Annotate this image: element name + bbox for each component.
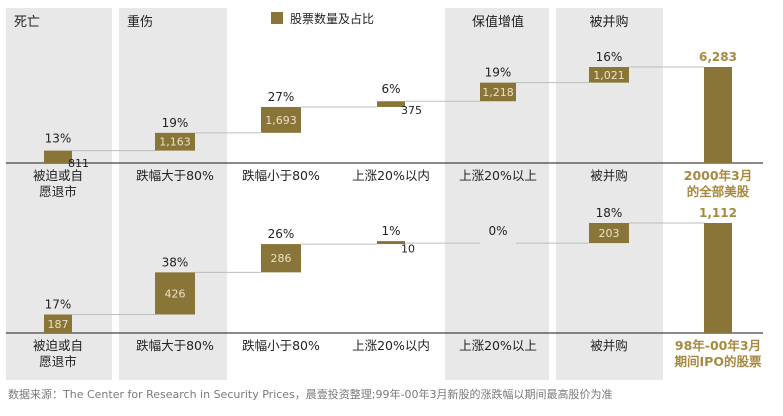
category-label-3-0: 上涨20%以内 — [352, 338, 430, 353]
bar-1 — [155, 272, 195, 315]
bar-5 — [589, 67, 629, 83]
percent-label-4: 0% — [488, 224, 507, 238]
percent-label-1: 38% — [162, 255, 189, 269]
column-header-5: 被并购 — [589, 14, 628, 30]
value-label-6: 1,112 — [699, 206, 737, 220]
value-label-1: 426 — [165, 287, 186, 300]
percent-label-0: 13% — [45, 132, 72, 146]
bar-2 — [261, 106, 301, 133]
total-label-line-0: 98年-00年3月 — [675, 338, 761, 353]
bar-5 — [589, 223, 629, 244]
bar-1 — [155, 132, 195, 151]
value-label-3: 10 — [401, 243, 415, 256]
percent-label-4: 19% — [485, 66, 512, 80]
total-label-line-0: 2000年3月 — [684, 168, 753, 183]
value-label-0: 187 — [48, 318, 69, 331]
legend: 股票数量及占比 — [271, 11, 374, 26]
waterfall-chart-98-00-ipo-stocks: 187 17% 426 38% 286 26% 101% 0% 203 18% 1,112 被迫或自愿… — [6, 206, 763, 369]
bar-2 — [261, 244, 301, 273]
percent-label-3: 1% — [381, 224, 400, 238]
percent-label-0: 17% — [45, 298, 72, 312]
percent-label-2: 26% — [268, 227, 295, 241]
value-label-1: 1,163 — [159, 136, 191, 149]
value-label-0: 811 — [68, 157, 89, 170]
bar-3 — [377, 241, 405, 245]
category-label-1-0: 跌幅大于80% — [136, 168, 214, 183]
value-label-5: 203 — [599, 227, 620, 240]
shaded-band-2 — [445, 8, 549, 380]
source-note: 数据来源：The Center for Research in Security… — [8, 387, 612, 401]
bar-6 — [704, 223, 732, 333]
shaded-band-1 — [119, 8, 227, 380]
column-header-4: 保值增值 — [472, 14, 524, 30]
value-label-2: 286 — [271, 252, 292, 265]
bar-4 — [480, 82, 516, 102]
total-label-line-1: 期间IPO的股票 — [675, 354, 762, 369]
category-label-1-0: 跌幅大于80% — [136, 338, 214, 353]
bar-0 — [44, 150, 72, 163]
column-headers: 死亡 重伤 保值增值 被并购 — [14, 14, 629, 30]
percent-label-1: 19% — [162, 116, 189, 130]
value-label-3: 375 — [401, 104, 422, 117]
column-header-0: 死亡 — [14, 15, 40, 30]
category-label-4-0: 上涨20%以上 — [459, 338, 537, 353]
category-label-0-1: 愿退市 — [39, 354, 77, 369]
category-label-2-0: 跌幅小于80% — [242, 338, 320, 353]
category-label-5-0: 被并购 — [590, 338, 628, 353]
percent-label-5: 16% — [596, 50, 623, 64]
category-label-0-1: 愿退市 — [39, 184, 77, 199]
shaded-column-bands — [6, 8, 663, 380]
percent-label-5: 18% — [596, 206, 623, 220]
category-label-0-0: 被迫或自 — [33, 168, 83, 183]
category-label-5-0: 被并购 — [590, 168, 628, 183]
category-label-0-0: 被迫或自 — [33, 338, 83, 353]
value-label-6: 6,283 — [699, 50, 737, 64]
bar-0 — [44, 314, 72, 333]
bar-6 — [704, 67, 732, 163]
value-label-5: 1,021 — [593, 69, 625, 82]
category-label-3-0: 上涨20%以内 — [352, 168, 430, 183]
bar-3 — [377, 101, 405, 107]
legend-swatch — [271, 12, 283, 24]
percent-label-3: 6% — [381, 82, 400, 96]
column-header-1: 重伤 — [127, 14, 153, 30]
value-label-4: 1,218 — [482, 86, 514, 99]
total-label-line-1: 的全部美股 — [687, 184, 750, 199]
value-label-2: 1,693 — [265, 114, 297, 127]
legend-label: 股票数量及占比 — [290, 11, 374, 26]
category-label-2-0: 跌幅小于80% — [242, 168, 320, 183]
category-label-4-0: 上涨20%以上 — [459, 168, 537, 183]
percent-label-2: 27% — [268, 90, 295, 104]
